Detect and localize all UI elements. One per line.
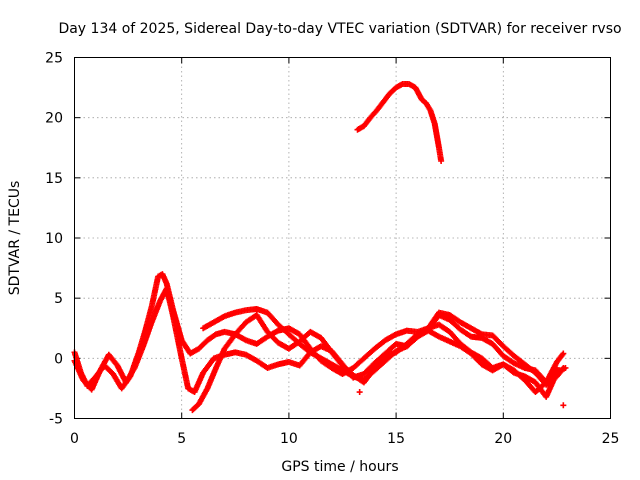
series-isolated <box>356 389 567 409</box>
data-point <box>356 389 363 396</box>
y-axis-label: SDTVAR / TECUs <box>7 181 23 296</box>
y-tick-label: 5 <box>54 291 63 307</box>
x-tick-label: 10 <box>280 431 298 447</box>
series-track-4 <box>200 305 567 388</box>
grid-lines <box>74 57 611 419</box>
data-point <box>438 157 445 164</box>
y-tick-labels: -5 0 5 10 15 20 25 <box>45 51 63 428</box>
data-point <box>560 402 567 409</box>
x-axis-label: GPS time / hours <box>281 459 398 475</box>
y-tick-label: 25 <box>45 51 63 67</box>
y-tick-label: 20 <box>45 111 63 127</box>
y-tick-label: -5 <box>49 412 63 428</box>
series-track-5 <box>354 80 445 164</box>
x-tick-label: 20 <box>494 431 512 447</box>
x-tick-labels: 0 5 10 15 20 25 <box>70 431 619 447</box>
data-point <box>560 350 567 357</box>
y-tick-label: 10 <box>45 231 63 247</box>
y-tick-label: 0 <box>54 351 63 367</box>
x-tick-label: 25 <box>602 431 620 447</box>
y-tick-label: 15 <box>45 171 63 187</box>
chart-title: Day 134 of 2025, Sidereal Day-to-day VTE… <box>58 21 621 37</box>
x-tick-label: 5 <box>177 431 186 447</box>
data-point <box>553 364 560 371</box>
data-series <box>71 80 569 414</box>
x-tick-label: 15 <box>387 431 405 447</box>
data-point <box>560 364 567 371</box>
x-tick-label: 0 <box>70 431 79 447</box>
plot-frame <box>74 57 611 419</box>
